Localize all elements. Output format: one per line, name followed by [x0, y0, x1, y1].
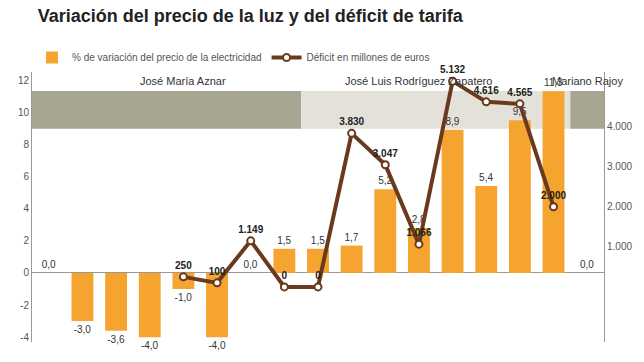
svg-text:4: 4	[23, 203, 29, 214]
svg-text:-3,0: -3,0	[74, 324, 92, 335]
svg-text:0: 0	[315, 270, 321, 281]
svg-text:1.149: 1.149	[238, 224, 263, 235]
svg-text:% de variación del precio de l: % de variación del precio de la electric…	[72, 52, 262, 63]
svg-text:Variación del precio de la luz: Variación del precio de la luz y del déf…	[38, 6, 464, 26]
svg-text:3.830: 3.830	[339, 116, 364, 127]
svg-text:4.000: 4.000	[607, 121, 632, 132]
svg-text:6: 6	[23, 171, 29, 182]
svg-text:-4,0: -4,0	[141, 340, 159, 351]
svg-text:1.000: 1.000	[607, 241, 632, 252]
svg-text:-2: -2	[20, 300, 29, 311]
svg-text:1,7: 1,7	[344, 232, 358, 243]
svg-text:8,9: 8,9	[445, 116, 459, 127]
svg-text:José Luis Rodríguez Zapatero: José Luis Rodríguez Zapatero	[345, 75, 492, 87]
svg-text:100: 100	[209, 266, 226, 277]
svg-text:1.066: 1.066	[406, 227, 431, 238]
svg-text:3.000: 3.000	[607, 161, 632, 172]
svg-text:5.132: 5.132	[440, 64, 465, 75]
svg-text:0,0: 0,0	[42, 259, 56, 270]
svg-text:10: 10	[18, 107, 30, 118]
svg-text:0,0: 0,0	[244, 259, 258, 270]
svg-text:5,2: 5,2	[378, 175, 392, 186]
svg-text:1,5: 1,5	[277, 235, 291, 246]
svg-text:12: 12	[18, 75, 30, 86]
svg-text:Mariano Rajoy: Mariano Rajoy	[552, 75, 623, 87]
svg-text:11,3: 11,3	[544, 77, 563, 88]
svg-text:-4,0: -4,0	[208, 340, 226, 351]
svg-text:5,4: 5,4	[479, 172, 493, 183]
svg-text:4.565: 4.565	[507, 87, 532, 98]
svg-text:2.000: 2.000	[541, 190, 566, 201]
svg-text:2,8: 2,8	[412, 214, 426, 225]
svg-text:-1,0: -1,0	[175, 292, 193, 303]
svg-text:0,0: 0,0	[580, 259, 594, 270]
svg-text:2: 2	[23, 235, 29, 246]
svg-text:8: 8	[23, 139, 29, 150]
svg-text:José María Aznar: José María Aznar	[140, 75, 226, 87]
svg-text:-4: -4	[20, 332, 29, 343]
svg-text:0: 0	[282, 270, 288, 281]
svg-text:-3,6: -3,6	[107, 334, 125, 345]
svg-text:Déficit en millones de euros: Déficit en millones de euros	[307, 52, 430, 63]
svg-text:250: 250	[175, 260, 192, 271]
svg-text:3.047: 3.047	[373, 148, 398, 159]
svg-text:0: 0	[23, 267, 29, 278]
svg-text:9,5: 9,5	[513, 106, 527, 117]
svg-text:1,5: 1,5	[311, 235, 325, 246]
svg-text:2.000: 2.000	[607, 201, 632, 212]
svg-text:4.616: 4.616	[474, 85, 499, 96]
